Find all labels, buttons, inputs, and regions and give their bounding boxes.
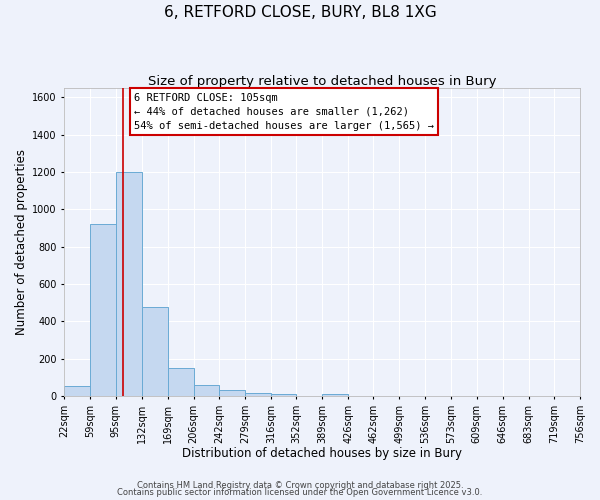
Bar [219,390,245,396]
Bar [142,307,167,396]
Text: Contains public sector information licensed under the Open Government Licence v3: Contains public sector information licen… [118,488,482,497]
Bar [194,384,219,396]
Text: Contains HM Land Registry data © Crown copyright and database right 2025.: Contains HM Land Registry data © Crown c… [137,480,463,490]
Bar [245,393,271,396]
Bar [322,394,348,396]
Text: 6, RETFORD CLOSE, BURY, BL8 1XG: 6, RETFORD CLOSE, BURY, BL8 1XG [164,5,436,20]
Bar [271,394,296,396]
Bar [167,368,194,396]
Text: 6 RETFORD CLOSE: 105sqm
← 44% of detached houses are smaller (1,262)
54% of semi: 6 RETFORD CLOSE: 105sqm ← 44% of detache… [134,92,434,130]
Bar [64,386,91,396]
X-axis label: Distribution of detached houses by size in Bury: Distribution of detached houses by size … [182,447,462,460]
Y-axis label: Number of detached properties: Number of detached properties [15,149,28,335]
Title: Size of property relative to detached houses in Bury: Size of property relative to detached ho… [148,75,496,88]
Bar [116,172,142,396]
Bar [91,224,116,396]
